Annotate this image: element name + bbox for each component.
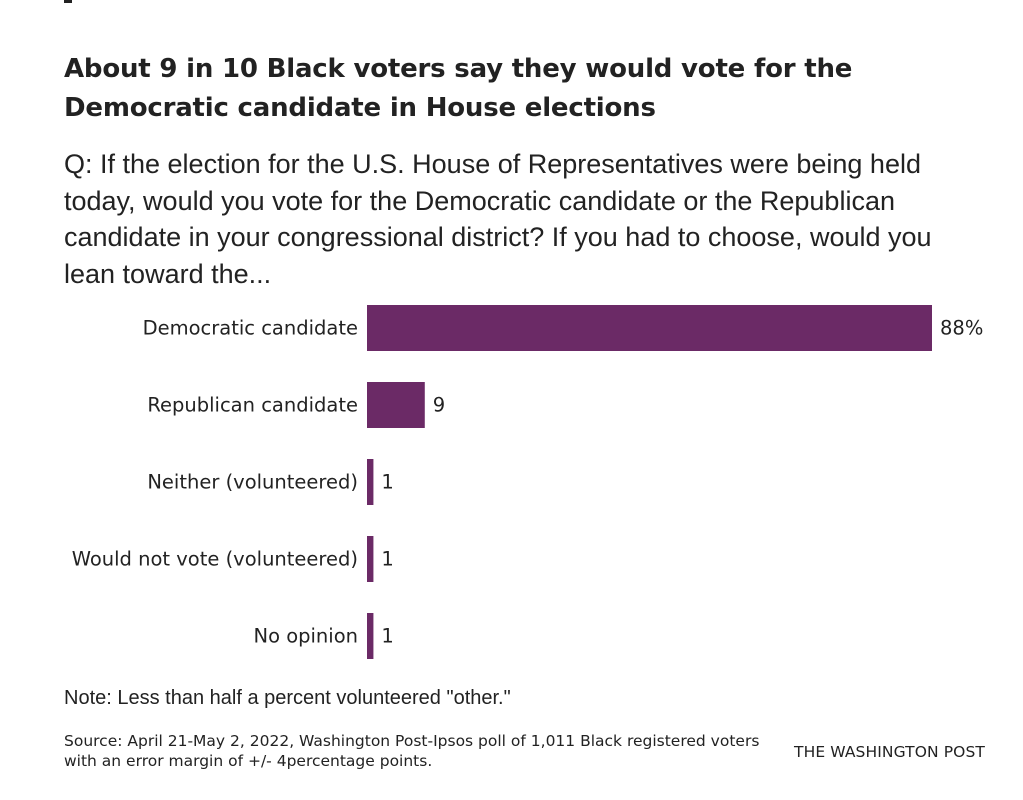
bar bbox=[367, 613, 374, 659]
bar bbox=[367, 382, 425, 428]
publisher-credit: THE WASHINGTON POST bbox=[794, 743, 985, 761]
category-label: Neither (volunteered) bbox=[147, 471, 358, 494]
bar bbox=[367, 459, 374, 505]
category-label: No opinion bbox=[253, 625, 358, 648]
bar bbox=[367, 305, 932, 351]
top-mark bbox=[64, 0, 72, 3]
bar bbox=[367, 536, 374, 582]
value-label: 88% bbox=[940, 317, 983, 340]
chart-title: About 9 in 10 Black voters say they woul… bbox=[64, 54, 853, 123]
value-label: 1 bbox=[381, 548, 393, 571]
bar-chart: Democratic candidate 88% Republican candid… bbox=[72, 305, 983, 659]
value-label: 1 bbox=[381, 471, 393, 494]
chart-source: Source: April 21-May 2, 2022, Washington… bbox=[64, 732, 760, 770]
category-label: Would not vote (volunteered) bbox=[72, 548, 358, 571]
category-label: Democratic candidate bbox=[143, 317, 358, 340]
category-label: Republican candidate bbox=[147, 394, 358, 417]
value-label: 9 bbox=[433, 394, 445, 417]
chart-subtitle: Q: If the election for the U.S. House of… bbox=[64, 149, 932, 289]
chart-note: Note: Less than half a percent volunteer… bbox=[64, 687, 511, 709]
value-label: 1 bbox=[381, 625, 393, 648]
